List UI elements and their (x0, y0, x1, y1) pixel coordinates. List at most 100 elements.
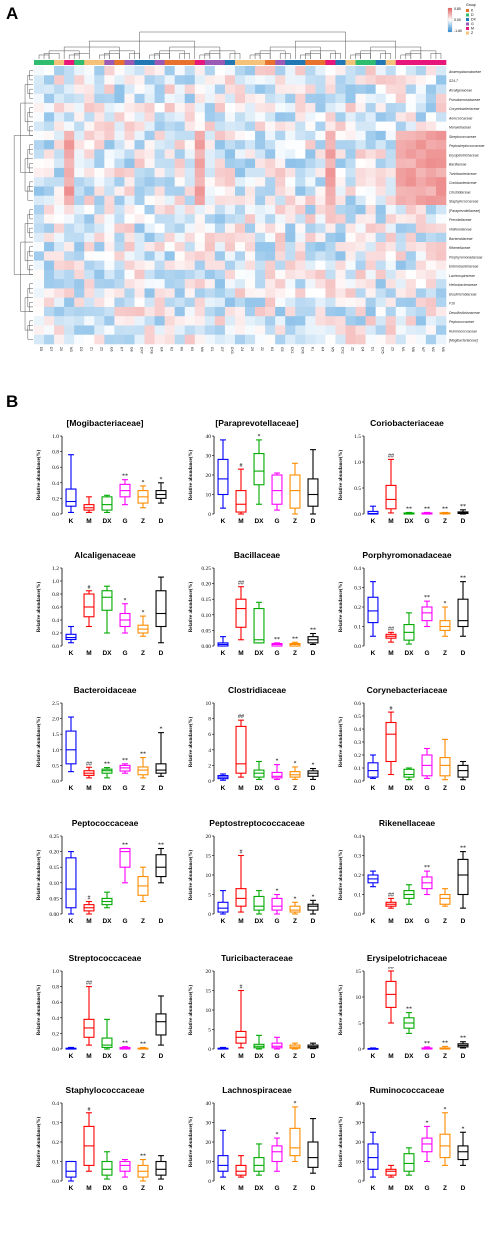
box-K (217, 1129, 229, 1178)
heatmap-cell (144, 75, 155, 85)
x-tick-label: K (69, 650, 74, 657)
y-tick-label: 0.8 (52, 592, 59, 598)
column-label: M4 (200, 347, 204, 352)
heatmap-cell (315, 325, 326, 336)
heatmap-cell (375, 260, 387, 271)
box-G (271, 472, 283, 511)
heatmap-cell (164, 251, 175, 261)
significance-mark: ## (238, 581, 244, 587)
heatmap-cell (124, 269, 135, 280)
x-tick-label: G (424, 650, 429, 657)
box-Z (137, 757, 149, 779)
heatmap-cell (84, 93, 95, 104)
significance-mark: * (426, 1120, 429, 1126)
heatmap-cell (275, 149, 286, 159)
box-M (83, 900, 95, 915)
heatmap-cell (64, 325, 75, 336)
heatmap-cell (245, 205, 256, 215)
heatmap-cell (365, 149, 376, 159)
heatmap-cell (104, 186, 115, 197)
box-body (253, 1157, 265, 1172)
box-K (65, 1160, 77, 1182)
group-bar-cell (425, 60, 437, 65)
heatmap-cell (275, 177, 286, 187)
heatmap-cell (114, 195, 125, 206)
heatmap-cell (345, 288, 356, 298)
heatmap-cell (164, 325, 175, 336)
heatmap-cell (365, 158, 376, 169)
significance-mark: ** (460, 504, 466, 510)
box-D (457, 760, 469, 781)
heatmap-cell (315, 242, 326, 252)
heatmap-cell (295, 140, 306, 150)
heatmap-cell (375, 66, 387, 76)
significance-mark: * (124, 598, 127, 604)
y-tick-label: 0.0 (52, 1179, 59, 1185)
box-body (235, 490, 247, 513)
column-label: M7 (421, 347, 425, 352)
heatmap-cell (295, 242, 306, 252)
heatmap-cell (64, 186, 75, 197)
heatmap-cell (295, 130, 306, 141)
heatmap-cell (415, 325, 427, 336)
y-tick-label: 10 (206, 1160, 212, 1166)
heatmap-cell (164, 297, 175, 308)
heatmap-cell (425, 167, 437, 178)
group-bar-cell (184, 60, 196, 65)
boxplot-peptococcaceae: Peptococcaceae 0.00 0.05 0.10 0.15 0.20 0.25 Re… (30, 818, 180, 968)
heatmap-cell (285, 140, 296, 150)
y-tick-label: 0.5 (354, 486, 361, 492)
heatmap-cell (144, 158, 155, 169)
heatmap-cell (54, 288, 65, 298)
boxplot-peptostreptococcaceae: Peptostreptococcaceae 0 5 10 15 20 Relative ab… (182, 818, 332, 968)
heatmap-cell (34, 130, 45, 141)
heatmap-cell (134, 186, 145, 197)
heatmap-cell (285, 242, 296, 252)
heatmap-cell (44, 279, 55, 289)
heatmap-cell (265, 186, 276, 197)
box-D (457, 851, 469, 909)
heatmap-cell (224, 214, 236, 224)
heatmap-cell (224, 306, 236, 317)
heatmap-cell (295, 167, 306, 178)
box-body (289, 1127, 301, 1157)
heatmap-cell (234, 75, 246, 85)
column-label: M2 (431, 347, 435, 352)
group-bar-cell (275, 60, 286, 65)
y-tick-label: 1.2 (52, 566, 59, 572)
heatmap-cell (134, 130, 145, 141)
x-tick-label: Z (141, 518, 145, 525)
heatmap-cell (164, 288, 175, 298)
heatmap-cell (234, 269, 246, 280)
heatmap-cell (355, 167, 366, 178)
heatmap-cell (295, 279, 306, 289)
box-M (385, 458, 397, 514)
group-bar-cell (74, 60, 85, 65)
box-DX (403, 1147, 415, 1176)
group-bar-cell (154, 60, 165, 65)
heatmap-cell (385, 66, 397, 76)
heatmap-cell (234, 84, 246, 95)
heatmap-cell (415, 112, 427, 122)
heatmap-cell (335, 121, 346, 132)
heatmap-cell (74, 195, 85, 206)
heatmap-cell (275, 130, 286, 141)
group-bar-cell (245, 60, 256, 65)
heatmap-cell (34, 205, 45, 215)
box-body (155, 590, 167, 628)
heatmap-cell (255, 186, 266, 197)
heatmap-cell (104, 232, 115, 243)
box-D (457, 1131, 469, 1166)
heatmap-cell (425, 260, 437, 271)
heatmap-cell (255, 334, 266, 345)
heatmap-cell (375, 112, 387, 122)
y-tick-label: 1.5 (52, 732, 59, 738)
heatmap-cell (154, 279, 165, 289)
box-Z (289, 641, 301, 647)
heatmap-cell (134, 232, 145, 243)
box-G (271, 764, 283, 780)
heatmap-cell (355, 316, 366, 326)
box-G (119, 847, 131, 884)
box-body (253, 452, 265, 486)
